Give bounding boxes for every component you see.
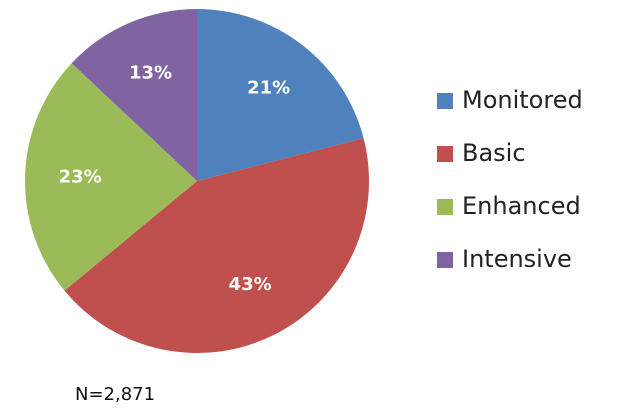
legend-label: Intensive [462,245,572,273]
annotation: N=2,871 [75,384,155,405]
value-label: 13% [129,63,172,84]
value-label: 43% [229,274,272,295]
pie-slice [64,138,370,354]
legend-label: Monitored [462,86,583,114]
pie-slice [71,9,197,181]
legend-swatch [437,146,453,162]
legend-swatch [437,252,453,268]
legend-swatch [437,199,453,215]
legend-label: Basic [462,139,526,167]
pie-slice [24,63,198,291]
value-label: 21% [247,78,290,99]
legend-swatch [437,93,453,109]
pie-slice [197,9,364,181]
legend-label: Enhanced [462,192,581,220]
value-label: 23% [59,166,102,187]
